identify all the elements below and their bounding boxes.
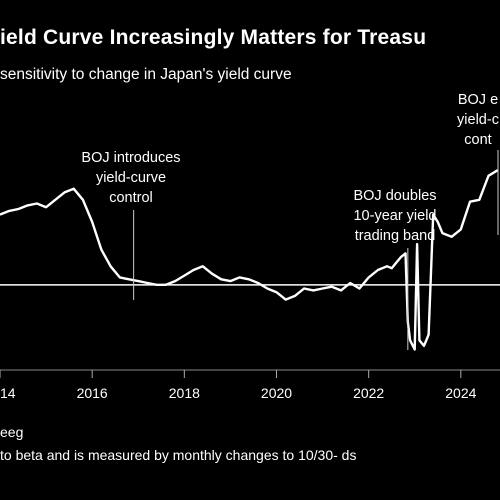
annotation-text: BOJ introduces — [81, 150, 180, 166]
chart-subtitle: sensitivity to change in Japan's yield c… — [0, 66, 292, 83]
annotation-text: cont — [464, 132, 491, 148]
x-tick-label: 2016 — [77, 385, 108, 401]
annotation-text: yield-c — [457, 112, 499, 128]
annotation-text: yield-curve — [96, 170, 166, 186]
annotation-text: trading band — [355, 228, 436, 244]
x-tick-label: 2022 — [353, 385, 384, 401]
annotation-text: control — [109, 190, 153, 206]
x-tick-label: 2024 — [445, 385, 476, 401]
x-tick-label: 2020 — [261, 385, 292, 401]
annotation-text: 10-year yield — [353, 208, 436, 224]
source-note: eeg — [0, 424, 24, 440]
annotation-text: BOJ doubles — [353, 188, 436, 204]
chart-title: ield Curve Increasingly Matters for Trea… — [0, 26, 427, 49]
x-tick-label: 2018 — [169, 385, 200, 401]
annotation-text: BOJ e — [458, 92, 498, 108]
series-line — [0, 169, 499, 351]
footnote: to beta and is measured by monthly chang… — [0, 447, 357, 463]
x-tick-label: 2014 — [0, 385, 16, 401]
